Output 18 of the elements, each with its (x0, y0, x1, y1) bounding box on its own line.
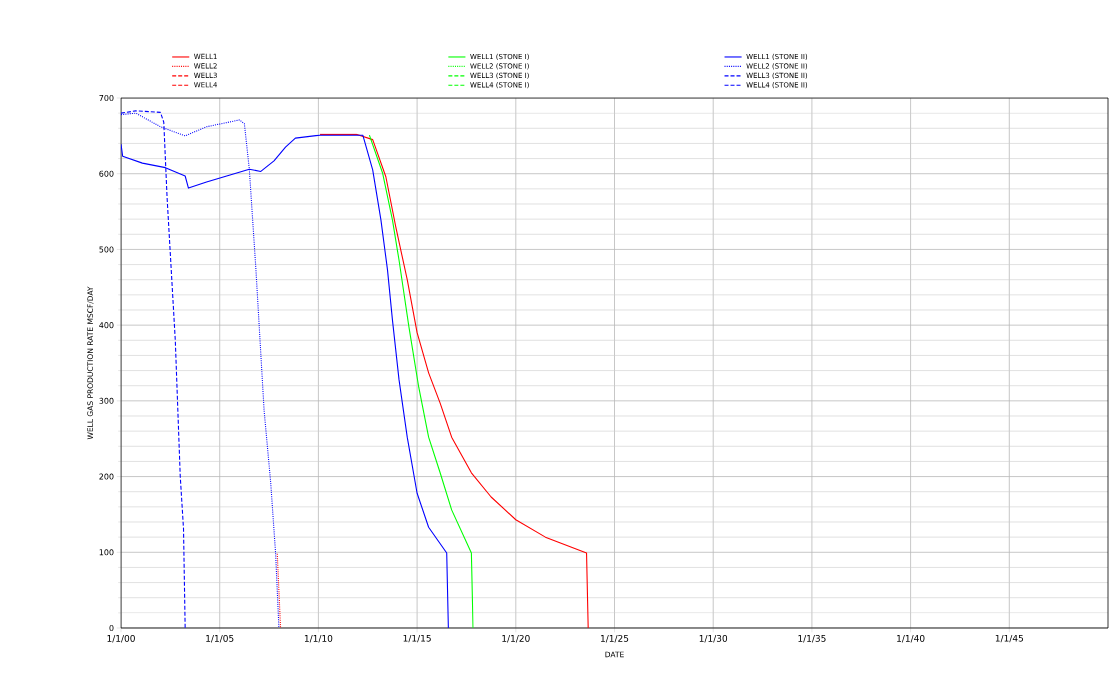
y-tick-label: 700 (99, 94, 114, 102)
y-tick-label: 100 (99, 549, 114, 556)
x-tick-label: 1/1/20 (502, 634, 530, 643)
y-tick-label: 0 (109, 624, 114, 632)
x-tick-label: 1/1/15 (403, 634, 431, 643)
x-tick-label: 1/1/30 (699, 634, 728, 643)
y-tick-label: 600 (99, 170, 114, 177)
x-tick-label: 1/1/05 (206, 634, 234, 643)
x-tick-label: 1/1/25 (601, 634, 629, 643)
x-tick-label: 1/1/00 (107, 634, 135, 643)
x-tick-label: 1/1/35 (798, 634, 826, 643)
y-tick-label: 200 (99, 473, 114, 480)
x-tick-label: 1/1/10 (304, 634, 333, 643)
y-tick-label: 300 (99, 397, 114, 404)
y-tick-label: 500 (99, 246, 114, 253)
x-tick-label: 1/1/40 (897, 634, 925, 643)
y-tick-label: 400 (99, 322, 114, 329)
x-tick-label: 1/1/45 (995, 634, 1023, 643)
